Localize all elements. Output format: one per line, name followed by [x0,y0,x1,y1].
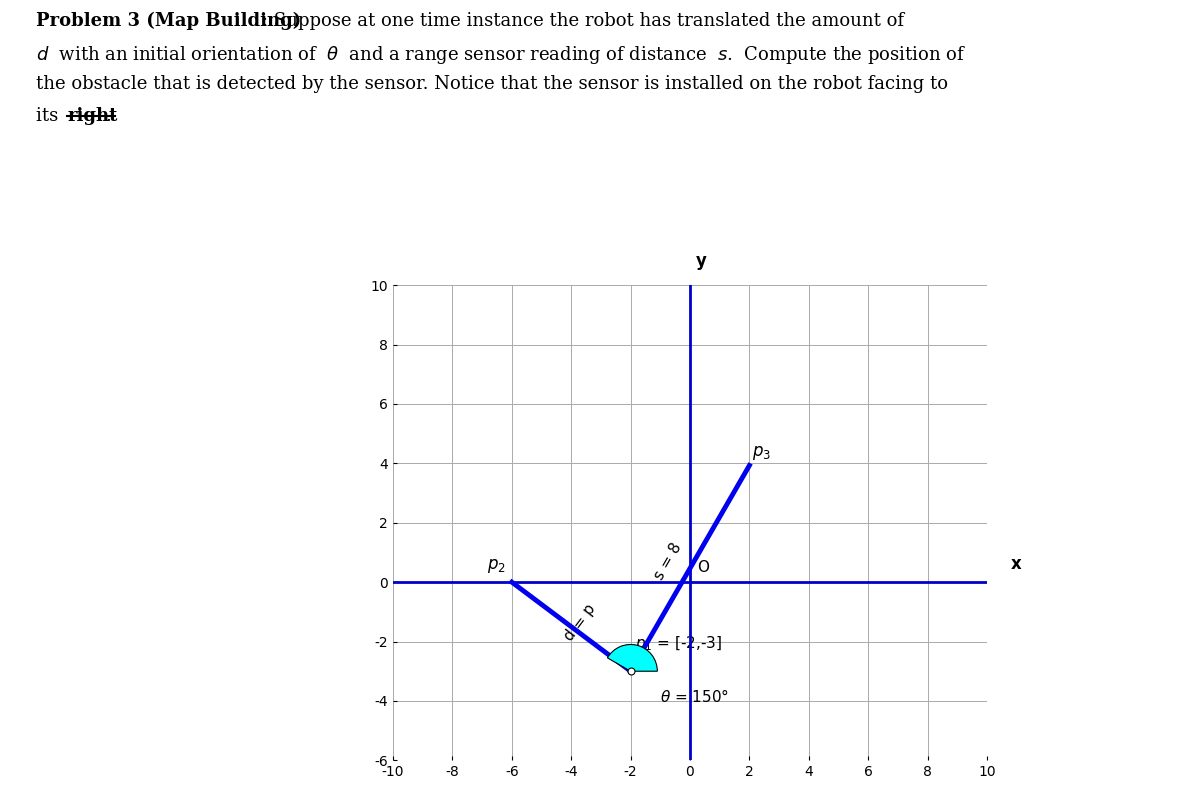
Text: its: its [36,107,64,125]
Text: $p_1$ = [-2,-3]: $p_1$ = [-2,-3] [635,634,722,653]
Text: $\theta$ = 150$\degree$: $\theta$ = 150$\degree$ [660,687,730,705]
Text: .: . [106,107,112,125]
Text: right: right [67,107,118,125]
Text: d = p: d = p [559,600,596,643]
Text: x: x [1010,555,1021,573]
Text: the obstacle that is detected by the sensor. Notice that the sensor is installed: the obstacle that is detected by the sen… [36,75,948,93]
Text: $p_2$: $p_2$ [487,557,506,575]
Wedge shape [607,645,658,671]
Text: $d$  with an initial orientation of  $\theta$  and a range sensor reading of dis: $d$ with an initial orientation of $\the… [36,44,966,66]
Text: O: O [697,560,709,575]
Text: y: y [696,253,707,270]
Text: s = 8: s = 8 [652,540,685,582]
Text: Problem 3 (Map Building): Problem 3 (Map Building) [36,12,301,30]
Text: : Suppose at one time instance the robot has translated the amount of: : Suppose at one time instance the robot… [262,12,904,30]
Text: $p_3$: $p_3$ [752,444,772,463]
